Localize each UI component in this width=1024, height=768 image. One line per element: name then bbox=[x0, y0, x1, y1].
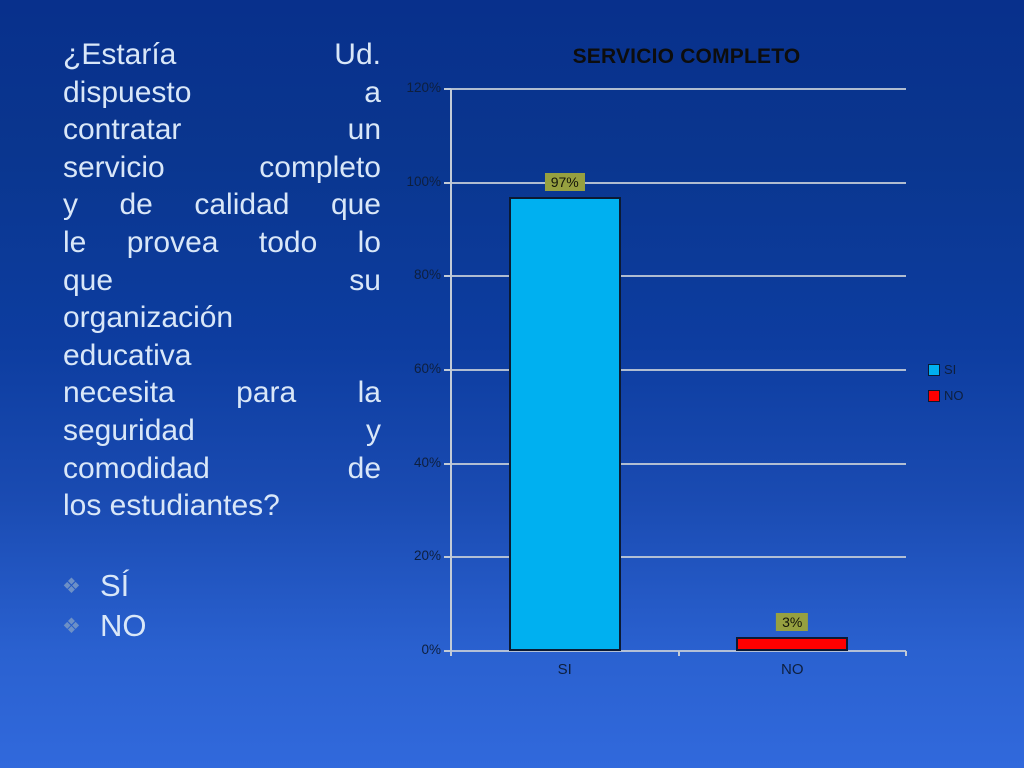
question-line: contratar un bbox=[63, 113, 381, 147]
bar-value-label: 97% bbox=[544, 172, 585, 191]
question-line: le provea todo lo bbox=[63, 225, 381, 259]
diamond-bullet-icon: ❖ bbox=[62, 574, 81, 598]
y-gridline bbox=[451, 275, 906, 278]
legend-label: NO bbox=[944, 388, 964, 403]
question-line: organización bbox=[63, 301, 234, 335]
legend-swatch-si bbox=[928, 363, 940, 376]
question-line: los estudiantes? bbox=[63, 489, 280, 523]
answer-option-label: SÍ bbox=[100, 568, 130, 603]
answer-option-no: ❖ NO bbox=[62, 606, 147, 646]
chart-title: SERVICIO COMPLETO bbox=[572, 45, 801, 68]
question-line: dispuesto a bbox=[63, 75, 381, 109]
y-axis-line bbox=[450, 89, 452, 651]
legend-item-no: NO bbox=[928, 388, 964, 403]
question-line: y de calidad que bbox=[63, 188, 381, 222]
y-tick-label: 120% bbox=[406, 80, 441, 95]
y-tick-label: 100% bbox=[406, 173, 441, 189]
y-axis-tick bbox=[444, 181, 451, 184]
y-gridline bbox=[451, 556, 906, 559]
y-tick-label: 80% bbox=[413, 267, 441, 283]
y-tick-label: 40% bbox=[413, 454, 441, 470]
question-line: necesita para la bbox=[63, 376, 381, 410]
x-axis-label: NO bbox=[781, 661, 804, 678]
question-line: seguridad y bbox=[63, 413, 381, 447]
y-tick-label: 20% bbox=[413, 548, 441, 564]
y-axis-tick bbox=[444, 275, 451, 278]
diamond-bullet-icon: ❖ bbox=[62, 614, 81, 638]
question-line: educativa bbox=[63, 338, 192, 372]
y-tick-label: 60% bbox=[413, 361, 441, 376]
y-axis-tick bbox=[444, 650, 451, 652]
legend-swatch-no bbox=[928, 389, 940, 402]
y-axis-tick bbox=[444, 369, 451, 371]
bar-si bbox=[508, 196, 621, 651]
y-tick-label: 0% bbox=[421, 642, 441, 657]
x-axis-tick bbox=[905, 651, 907, 656]
answer-option-si: ❖ SÍ bbox=[62, 566, 147, 606]
bar-no bbox=[736, 636, 849, 651]
y-gridline bbox=[451, 181, 906, 184]
answer-options: ❖ SÍ ❖ NO bbox=[62, 566, 147, 646]
y-axis-tick bbox=[444, 556, 451, 559]
y-axis-tick bbox=[444, 462, 451, 465]
bar-value-label: 3% bbox=[776, 612, 809, 631]
question-text: ¿Estaría Ud. dispuesto a contratar un se… bbox=[63, 36, 381, 525]
y-gridline bbox=[451, 369, 906, 371]
question-line: servicio completo bbox=[63, 150, 381, 184]
x-axis-tick bbox=[450, 651, 452, 656]
y-gridline bbox=[451, 88, 906, 90]
x-axis-label: SI bbox=[557, 661, 572, 678]
y-axis-tick bbox=[444, 88, 451, 90]
question-line: ¿Estaría Ud. bbox=[63, 38, 381, 71]
legend-label: SI bbox=[944, 362, 957, 377]
y-gridline bbox=[451, 462, 906, 465]
question-line: que su bbox=[63, 263, 381, 297]
x-axis-tick bbox=[677, 651, 680, 656]
legend-item-si: SI bbox=[928, 362, 956, 377]
answer-option-label: NO bbox=[100, 608, 147, 643]
question-line: comodidad de bbox=[63, 451, 381, 485]
